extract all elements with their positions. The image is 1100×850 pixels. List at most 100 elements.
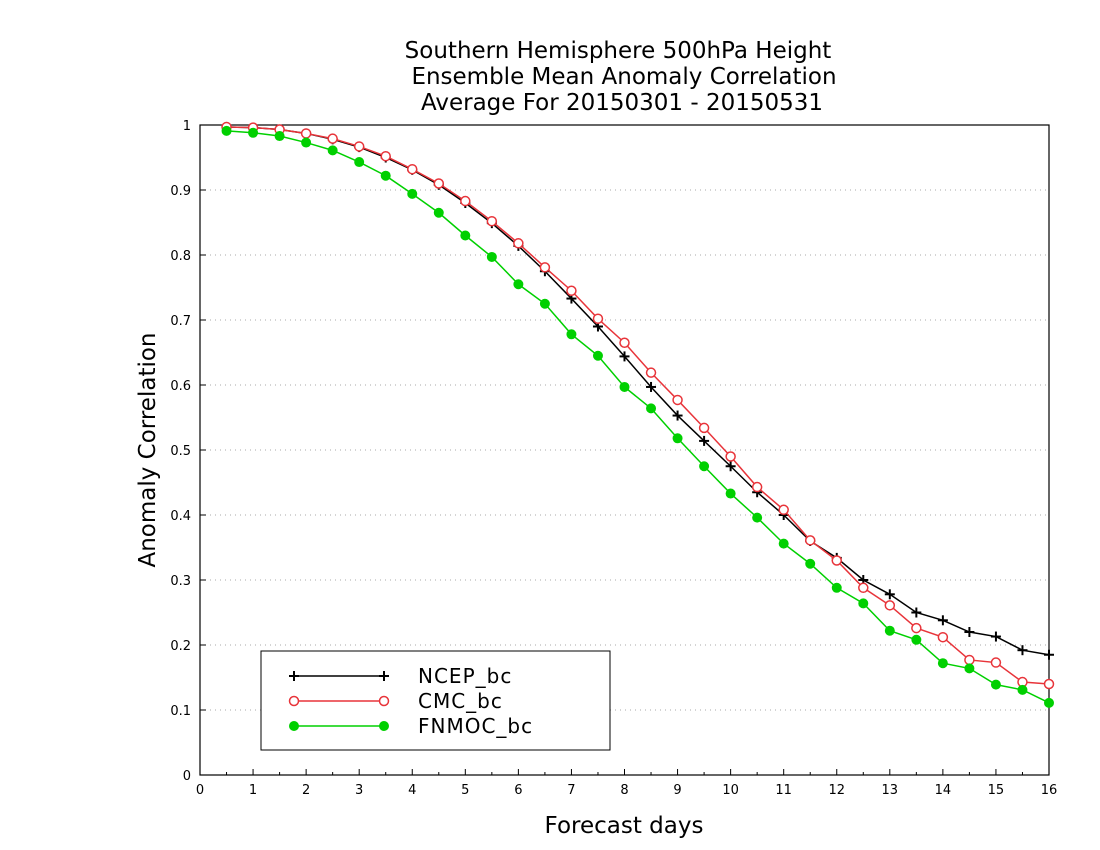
- x-tick-label: 16: [1041, 783, 1058, 798]
- data-point-fnmoc-bc: [990, 679, 1001, 690]
- legend-label: NCEP_bc: [418, 664, 512, 688]
- x-tick-label: 13: [882, 783, 899, 798]
- data-point-legend-ncep-bc: [379, 671, 389, 681]
- data-point-cmc-bc: [990, 657, 1002, 668]
- data-point-ncep-bc: [964, 627, 975, 637]
- data-point-fnmoc-bc: [539, 298, 550, 309]
- legend-label: CMC_bc: [418, 689, 503, 713]
- data-point-cmc-bc: [964, 654, 975, 666]
- series-cmc-bc: [221, 121, 1055, 690]
- legend-entry-cmc-bc: CMC_bc: [288, 689, 503, 713]
- x-tick-label: 11: [775, 783, 792, 798]
- x-tick-label: 14: [935, 783, 952, 798]
- data-point-legend-fnmoc-bc: [379, 721, 389, 731]
- data-point-fnmoc-bc: [592, 350, 603, 361]
- data-point-cmc-bc: [460, 195, 471, 207]
- x-tick-label: 15: [988, 783, 1005, 798]
- data-point-fnmoc-bc: [327, 145, 338, 156]
- y-tick-label: 0.6: [170, 379, 191, 394]
- x-tick-label: 10: [722, 783, 739, 798]
- x-tick-label: 9: [673, 783, 681, 798]
- y-tick-label: 0.7: [170, 314, 191, 329]
- data-point-fnmoc-bc: [699, 461, 710, 472]
- data-point-cmc-bc: [486, 215, 498, 227]
- data-point-cmc-bc: [539, 262, 551, 273]
- data-point-fnmoc-bc: [858, 598, 869, 609]
- legend-entry-ncep-bc: NCEP_bc: [289, 664, 512, 688]
- data-point-fnmoc-bc: [221, 125, 232, 136]
- grid-lines: [200, 189, 1049, 711]
- y-axis-title: Anomaly Correlation: [135, 332, 161, 567]
- data-point-fnmoc-bc: [354, 157, 365, 168]
- data-point-cmc-bc: [858, 582, 869, 594]
- data-point-ncep-bc: [646, 381, 657, 392]
- data-point-fnmoc-bc: [460, 230, 471, 241]
- data-point-cmc-bc: [831, 555, 842, 566]
- data-point-cmc-bc: [884, 600, 896, 611]
- series-line-ncep-bc: [226, 126, 1050, 656]
- data-point-cmc-bc: [698, 422, 710, 434]
- data-point-cmc-bc: [433, 178, 445, 189]
- data-point-fnmoc-bc: [778, 538, 789, 549]
- x-tick-label: 1: [249, 783, 257, 798]
- title-line-2: Ensemble Mean Anomaly Correlation: [411, 64, 836, 90]
- y-tick-label: 0: [183, 769, 191, 784]
- data-point-fnmoc-bc: [619, 381, 630, 392]
- data-point-fnmoc-bc: [884, 625, 895, 636]
- data-point-fnmoc-bc: [1017, 684, 1028, 695]
- legend-label: FNMOC_bc: [418, 714, 533, 738]
- x-tick-label: 3: [355, 783, 363, 798]
- y-tick-label: 0.5: [170, 444, 191, 459]
- data-point-cmc-bc: [513, 238, 524, 249]
- x-tick-label: 5: [461, 783, 469, 798]
- y-tick-label: 1: [183, 119, 191, 134]
- data-point-ncep-bc: [911, 607, 922, 618]
- data-point-fnmoc-bc: [380, 170, 391, 181]
- series-line-cmc-bc: [226, 126, 1050, 685]
- data-point-legend-fnmoc-bc: [289, 721, 299, 731]
- data-point-cmc-bc: [778, 504, 789, 516]
- data-point-fnmoc-bc: [566, 329, 577, 340]
- x-tick-label: 0: [196, 783, 204, 798]
- legend-entry-fnmoc-bc: FNMOC_bc: [289, 714, 533, 738]
- data-point-fnmoc-bc: [672, 433, 683, 444]
- data-point-fnmoc-bc: [805, 558, 816, 569]
- data-point-fnmoc-bc: [725, 488, 736, 499]
- data-point-fnmoc-bc: [937, 658, 948, 669]
- data-point-ncep-bc: [1044, 649, 1054, 660]
- data-point-fnmoc-bc: [964, 663, 975, 674]
- data-point-cmc-bc: [804, 535, 816, 546]
- data-point-cmc-bc: [619, 337, 630, 348]
- data-point-ncep-bc: [937, 615, 948, 626]
- data-point-cmc-bc: [300, 128, 312, 139]
- data-point-ncep-bc: [699, 435, 710, 446]
- x-tick-label: 6: [514, 783, 522, 798]
- data-point-ncep-bc: [990, 631, 1001, 642]
- data-point-fnmoc-bc: [911, 634, 922, 645]
- data-point-cmc-bc: [407, 163, 418, 175]
- y-tick-label: 0.3: [170, 574, 191, 589]
- data-point-cmc-bc: [380, 150, 391, 162]
- x-axis-title: Forecast days: [545, 813, 704, 839]
- data-point-fnmoc-bc: [433, 207, 444, 218]
- x-tick-label: 7: [567, 783, 575, 798]
- x-tick-label: 4: [408, 783, 416, 798]
- data-point-cmc-bc: [327, 133, 338, 144]
- x-tick-label: 2: [302, 783, 310, 798]
- data-point-cmc-bc: [592, 313, 604, 324]
- data-point-fnmoc-bc: [301, 137, 312, 148]
- y-tick-label: 0.1: [170, 704, 191, 719]
- y-tick-label: 0.8: [170, 249, 191, 264]
- data-point-legend-ncep-bc: [289, 671, 299, 681]
- data-point-fnmoc-bc: [752, 512, 763, 523]
- x-tick-label: 8: [620, 783, 628, 798]
- data-point-cmc-bc: [911, 622, 922, 634]
- title-line-1: Southern Hemisphere 500hPa Height: [405, 38, 832, 64]
- y-tick-label: 0.2: [170, 639, 191, 654]
- data-point-fnmoc-bc: [646, 403, 657, 414]
- chart-title: Southern Hemisphere 500hPa Height Ensemb…: [405, 38, 837, 116]
- data-point-cmc-bc: [566, 285, 577, 296]
- series-layer: [221, 121, 1055, 708]
